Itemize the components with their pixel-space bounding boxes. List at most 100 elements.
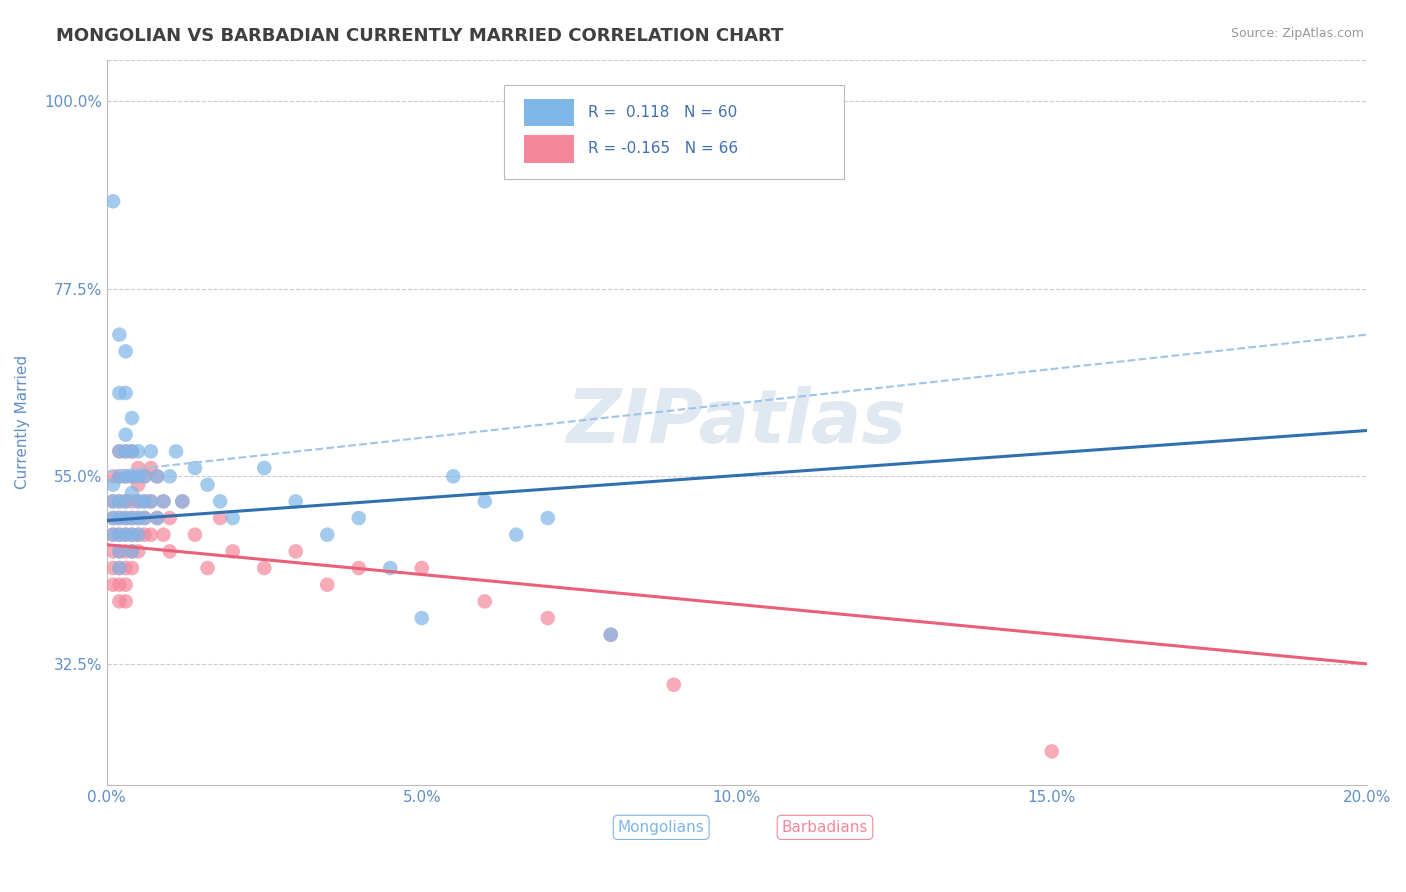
Point (114, 527, 136, 541)
Point (108, 527, 131, 541)
Point (380, 561, 402, 575)
Point (108, 327, 131, 342)
Point (146, 511, 169, 525)
Point (101, 578, 124, 592)
Point (121, 527, 143, 541)
Point (114, 561, 136, 575)
Point (108, 561, 131, 575)
Text: Mongolians: Mongolians (617, 820, 704, 835)
Point (152, 494, 174, 508)
Point (316, 527, 339, 541)
Point (222, 511, 245, 525)
FancyBboxPatch shape (524, 99, 574, 127)
Point (172, 494, 194, 508)
Point (101, 511, 124, 525)
Point (127, 511, 149, 525)
Point (108, 578, 131, 592)
Point (121, 469, 143, 483)
Point (316, 578, 339, 592)
Point (127, 544, 149, 558)
Point (347, 511, 370, 525)
Y-axis label: Currently Married: Currently Married (15, 355, 30, 489)
Point (253, 461, 276, 475)
FancyBboxPatch shape (503, 85, 844, 179)
Point (121, 544, 143, 558)
Point (146, 469, 169, 483)
Point (284, 494, 307, 508)
Point (121, 511, 143, 525)
Point (139, 494, 162, 508)
Point (101, 511, 124, 525)
Point (159, 511, 181, 525)
Point (134, 494, 156, 508)
Point (108, 527, 131, 541)
Point (108, 444, 131, 458)
Point (599, 628, 621, 642)
Point (184, 527, 207, 541)
Text: R =  0.118   N = 60: R = 0.118 N = 60 (588, 105, 737, 120)
Point (121, 561, 143, 575)
Point (114, 469, 136, 483)
Point (121, 511, 143, 525)
Text: ZIPatlas: ZIPatlas (567, 385, 907, 458)
Point (197, 477, 219, 491)
Point (284, 544, 307, 558)
Text: R = -0.165   N = 66: R = -0.165 N = 66 (588, 141, 738, 156)
Point (108, 511, 131, 525)
Point (172, 494, 194, 508)
Point (139, 461, 162, 475)
Point (184, 461, 207, 475)
Point (159, 469, 181, 483)
Point (121, 494, 143, 508)
Point (474, 494, 496, 508)
Point (152, 494, 174, 508)
Point (411, 611, 433, 625)
Point (347, 561, 370, 575)
Point (101, 194, 124, 209)
Point (152, 527, 174, 541)
Point (108, 544, 131, 558)
Point (134, 469, 156, 483)
Point (121, 527, 143, 541)
Point (1040, 744, 1063, 758)
Point (537, 611, 560, 625)
Point (108, 594, 131, 608)
Point (101, 469, 124, 483)
Point (114, 469, 136, 483)
Point (114, 444, 136, 458)
Point (505, 527, 527, 541)
Point (108, 469, 131, 483)
Point (121, 544, 143, 558)
Point (121, 444, 143, 458)
Text: MONGOLIAN VS BARBADIAN CURRENTLY MARRIED CORRELATION CHART: MONGOLIAN VS BARBADIAN CURRENTLY MARRIED… (56, 27, 783, 45)
Point (108, 494, 131, 508)
Point (114, 427, 136, 442)
Point (134, 494, 156, 508)
Point (108, 561, 131, 575)
Point (101, 477, 124, 491)
Point (108, 494, 131, 508)
Point (127, 461, 149, 475)
Point (114, 527, 136, 541)
Point (108, 469, 131, 483)
Point (197, 561, 219, 575)
Point (253, 561, 276, 575)
Point (599, 628, 621, 642)
Point (127, 527, 149, 541)
Text: Source: ZipAtlas.com: Source: ZipAtlas.com (1230, 27, 1364, 40)
Point (108, 511, 131, 525)
Point (114, 386, 136, 401)
Text: Barbadians: Barbadians (782, 820, 868, 835)
Point (101, 494, 124, 508)
Point (114, 511, 136, 525)
Point (127, 477, 149, 491)
Point (101, 544, 124, 558)
Point (114, 594, 136, 608)
Point (139, 494, 162, 508)
Point (134, 511, 156, 525)
Point (127, 527, 149, 541)
Point (222, 544, 245, 558)
Point (209, 494, 232, 508)
Point (121, 411, 143, 425)
Point (114, 494, 136, 508)
